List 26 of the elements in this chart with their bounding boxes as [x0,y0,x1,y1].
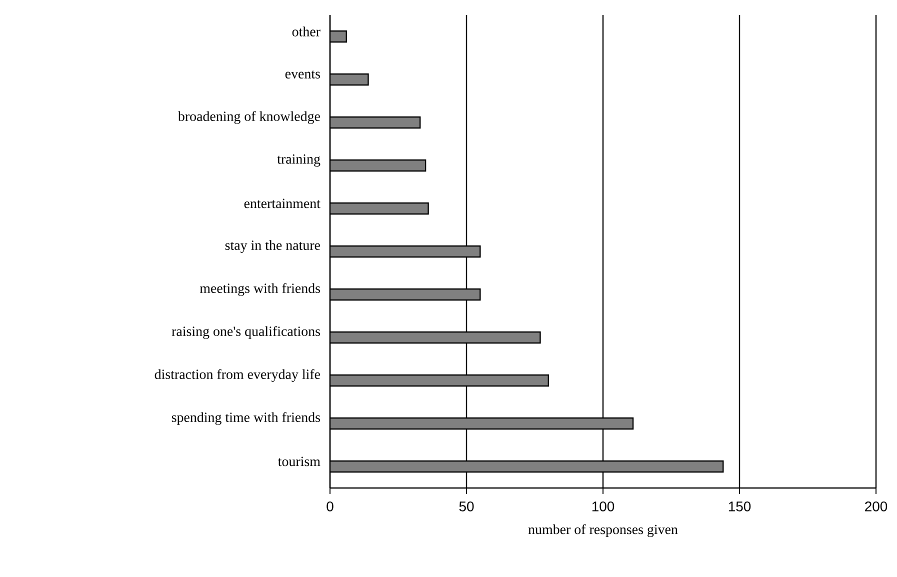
x-tick-label: 200 [865,502,888,512]
x-tick-label: 150 [728,502,751,512]
x-tick-label: 100 [592,502,614,512]
bar [330,202,429,215]
x-tick-label: 50 [459,502,474,512]
y-tick-label: other [292,26,320,36]
bar [330,245,481,258]
y-tick-label: training [277,154,320,167]
x-axis-title: number of responses given [528,524,678,538]
y-tick-label: entertainment [244,198,320,208]
bar [330,159,426,172]
y-tick-label: tourism [278,456,320,466]
bar [330,374,550,387]
y-tick-label: distraction from everyday life [154,369,320,382]
y-tick-label: broadening of knowledge [178,111,320,124]
bar [330,460,724,473]
bar [330,116,421,129]
bar [330,417,634,430]
y-tick-label: meetings with friends [200,283,320,296]
bar [330,288,481,301]
y-tick-label: events [285,70,320,78]
y-tick-label: stay in the nature [225,240,320,253]
x-tick-label: 0 [326,502,334,512]
y-tick-label: raising one's qualifications [172,326,320,339]
y-tick-label: spending time with friends [172,412,320,425]
bar [330,331,541,344]
